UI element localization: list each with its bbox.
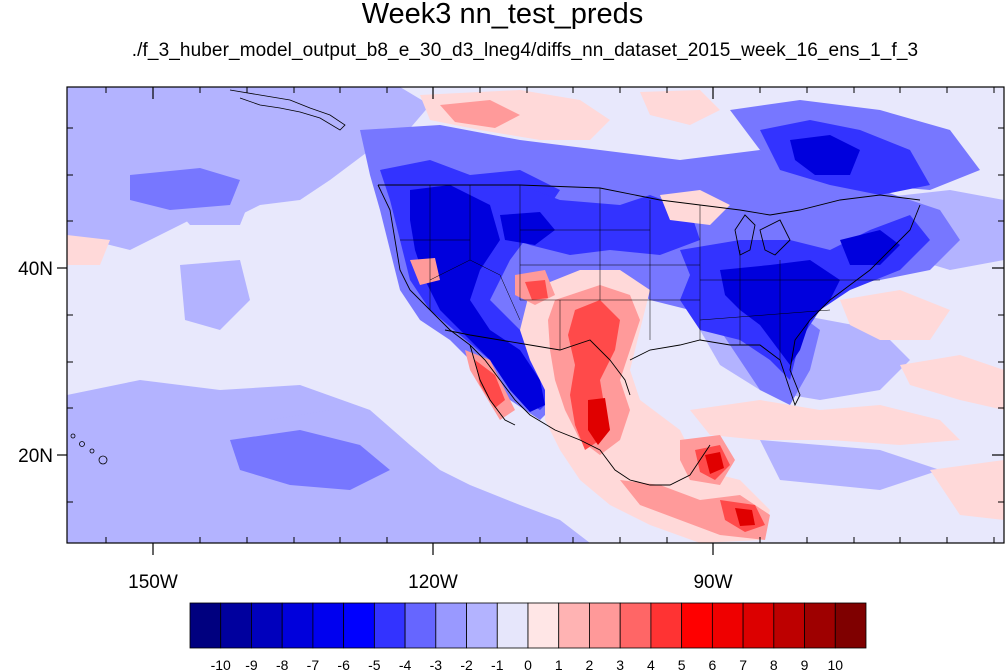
colorbar-box [251, 602, 283, 649]
colorbar-box [466, 602, 498, 649]
lat-label-20n: 20N [18, 446, 53, 467]
colorbar-label: -10 [211, 657, 231, 672]
colorbar-label: -6 [337, 657, 350, 672]
plot-title: Week3 nn_test_preds [361, 0, 644, 30]
map-panel [67, 87, 1004, 543]
field-deep-red [588, 398, 755, 526]
colorbar-box [619, 602, 652, 649]
colorbar-label: 6 [708, 657, 716, 672]
colorbar-label: -8 [276, 657, 289, 672]
colorbar-label: 8 [770, 657, 778, 672]
colorbar-box [742, 602, 775, 649]
colorbar-box [343, 602, 375, 649]
plot-subtitle: ./f_3_huber_model_output_b8_e_30_d3_lneg… [131, 40, 919, 61]
colorbar-label: 9 [801, 657, 809, 672]
colorbar-label: 3 [616, 657, 624, 672]
colorbar-label: 2 [586, 657, 594, 672]
colorbar-box [711, 602, 744, 649]
lon-label-120w: 120W [408, 572, 458, 593]
colorbar-label: 10 [827, 657, 843, 672]
colorbar-box [773, 602, 805, 649]
colorbar-label: -5 [368, 657, 381, 672]
colorbar-box [527, 602, 560, 649]
colorbar-box [220, 602, 252, 649]
lon-major-ticks [152, 87, 714, 555]
colorbar-box [558, 602, 590, 649]
lon-label-150w: 150W [128, 572, 178, 593]
colorbar-label: -1 [491, 657, 504, 672]
alaska-coast [229, 89, 346, 131]
colorbar-box [435, 602, 467, 649]
colorbar-box [404, 602, 437, 649]
colorbar-label: -9 [245, 657, 258, 672]
lat-minor-ticks-left [67, 127, 73, 503]
colorbar-label: 1 [555, 657, 563, 672]
hawaii-islands [70, 433, 108, 465]
colorbar-box [650, 602, 683, 649]
lat-label-40n: 40N [18, 259, 53, 280]
colorbar-label: -2 [460, 657, 473, 672]
colorbar-label: -3 [430, 657, 443, 672]
colorbar-label: 7 [739, 657, 747, 672]
colorbar-box [589, 602, 621, 649]
colorbar-label: 4 [647, 657, 655, 672]
colorbar-box [834, 602, 867, 649]
colorbar-box [496, 602, 529, 649]
lat-minor-ticks-right [998, 127, 1004, 503]
lat-major-ticks [57, 267, 1004, 456]
colorbar-box [681, 602, 713, 649]
colorbar: -10 -9 -8 -7 -6 -5 -4 -3 -2 -1 0 1 2 3 4 5 6 7 8 9 10 [189, 602, 867, 672]
colorbar-label: 5 [678, 657, 686, 672]
colorbar-box [281, 602, 314, 649]
colorbar-label: 0 [524, 657, 532, 672]
colorbar-box [804, 602, 836, 649]
colorbar-box [189, 602, 222, 649]
colorbar-box [312, 602, 345, 649]
colorbar-box [373, 602, 406, 649]
lon-minor-ticks-bottom [105, 537, 995, 543]
lon-label-90w: 90W [693, 572, 732, 593]
state-borders [400, 185, 880, 360]
lon-minor-ticks-top [105, 87, 995, 93]
colorbar-label: -7 [307, 657, 320, 672]
colorbar-label: -4 [399, 657, 412, 672]
